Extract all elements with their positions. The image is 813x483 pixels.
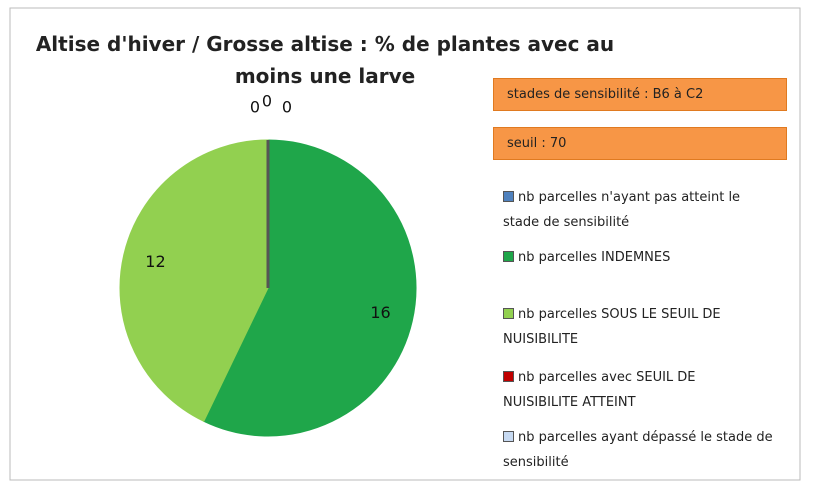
legend-label: nb parcelles n'ayant pas atteint le stad… xyxy=(503,190,741,230)
legend-item: nb parcelles avec SEUIL DE NUISIBILITE A… xyxy=(503,365,773,415)
pie-slice xyxy=(203,139,417,437)
pie-slice xyxy=(119,139,269,423)
data-label: 0 xyxy=(282,98,292,117)
legend-swatch xyxy=(503,251,514,262)
frame xyxy=(9,7,801,481)
legend-item: nb parcelles ayant dépassé le stade de s… xyxy=(503,425,773,475)
data-label: 0 xyxy=(262,92,272,111)
data-label: 16 xyxy=(370,303,390,322)
legend-label: nb parcelles SOUS LE SEUIL DE NUISIBILIT… xyxy=(503,307,721,347)
legend-label: nb parcelles avec SEUIL DE NUISIBILITE A… xyxy=(503,370,696,410)
legend-label: nb parcelles INDEMNES xyxy=(518,250,671,265)
legend-label: nb parcelles ayant dépassé le stade de s… xyxy=(503,430,773,470)
chart-title: Altise d'hiver / Grosse altise : % de pl… xyxy=(35,32,615,88)
annotation-box: seuil : 70 xyxy=(493,127,787,160)
legend-swatch xyxy=(503,371,514,382)
data-label: 0 xyxy=(250,98,260,117)
legend-swatch xyxy=(503,191,514,202)
legend-swatch xyxy=(503,308,514,319)
legend-item: nb parcelles SOUS LE SEUIL DE NUISIBILIT… xyxy=(503,302,773,352)
data-label: 12 xyxy=(145,252,165,271)
legend-swatch xyxy=(503,431,514,442)
legend-item: nb parcelles n'ayant pas atteint le stad… xyxy=(503,185,773,235)
legend-item: nb parcelles INDEMNES xyxy=(503,245,773,270)
annotation-box: stades de sensibilité : B6 à C2 xyxy=(493,78,787,111)
